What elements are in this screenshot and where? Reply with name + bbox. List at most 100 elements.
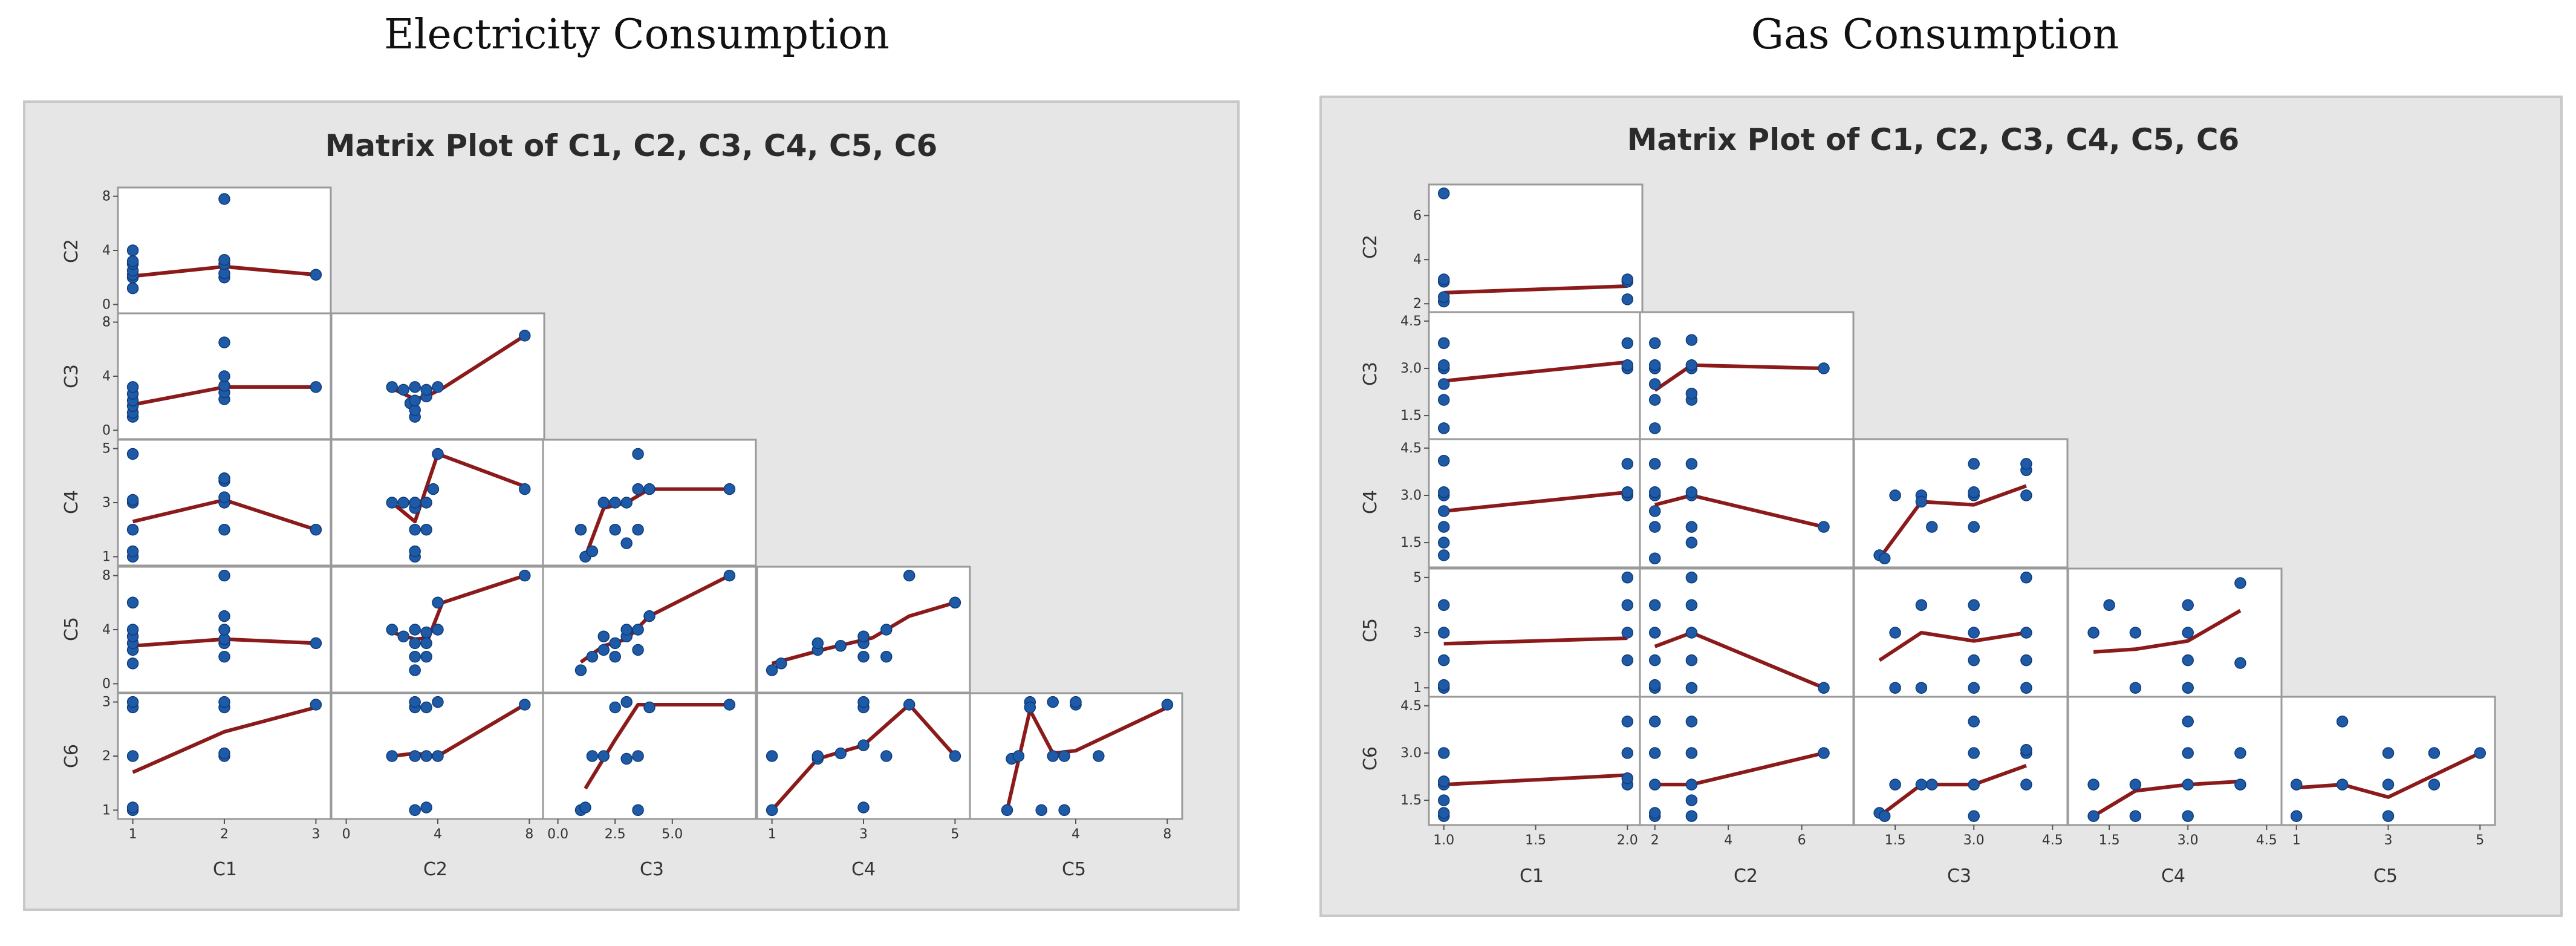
electricity-matrix-title: Matrix Plot of C1, C2, C3, C4, C5, C6 xyxy=(325,128,938,163)
data-point xyxy=(519,483,531,495)
data-point xyxy=(2020,572,2032,584)
gas-panel: Gas Consumption Matrix Plot of C1, C2, C… xyxy=(1319,11,2563,917)
data-point xyxy=(2020,682,2032,694)
data-point xyxy=(397,497,409,509)
y-tick-label: 4.5 xyxy=(1400,699,1422,714)
electricity-cell-r2-c0: 5 3 1 xyxy=(102,439,332,567)
data-point xyxy=(643,610,655,622)
y-tick-label: 0 xyxy=(102,676,111,691)
data-point xyxy=(1685,794,1698,806)
data-point xyxy=(409,664,421,676)
data-point xyxy=(2020,654,2032,667)
data-point xyxy=(1648,505,1661,517)
data-point xyxy=(2087,627,2100,639)
data-point xyxy=(857,739,870,751)
data-point xyxy=(1648,521,1661,533)
electricity-cell-r3-c1 xyxy=(330,566,545,694)
y-tick-label: 1.5 xyxy=(1400,793,1422,808)
data-point xyxy=(1648,394,1661,406)
data-point xyxy=(1968,521,1980,533)
data-point xyxy=(420,523,432,536)
electricity-row-label-c4: C4 xyxy=(61,490,82,514)
data-point xyxy=(1621,337,1634,350)
data-point xyxy=(1648,679,1661,691)
y-tick-label: 3.0 xyxy=(1400,361,1422,376)
data-point xyxy=(1437,654,1450,667)
data-point xyxy=(1621,627,1634,639)
data-point xyxy=(126,244,139,256)
y-tick-label: 3 xyxy=(1413,625,1422,641)
data-point xyxy=(2182,627,2194,639)
x-tick-label: 2.0 xyxy=(1617,833,1638,848)
data-point xyxy=(1001,804,1013,817)
data-point xyxy=(1437,521,1450,533)
gas-cell-r2-c2 xyxy=(1853,438,2069,569)
data-point xyxy=(574,664,587,676)
y-tick-label: 1 xyxy=(1413,680,1422,696)
data-point xyxy=(218,336,230,348)
data-point xyxy=(397,630,409,642)
data-point xyxy=(1437,378,1450,390)
y-tick-label: 5 xyxy=(1413,570,1422,586)
data-point xyxy=(432,381,444,393)
data-point xyxy=(2087,778,2100,791)
data-point xyxy=(409,523,421,536)
data-point xyxy=(2020,744,2032,756)
data-point xyxy=(1685,599,1698,612)
data-point xyxy=(903,699,916,711)
cell-frame xyxy=(330,439,545,567)
data-point xyxy=(2382,747,2395,759)
electricity-cell-r4-c0: 1 2 3 3 2 1 xyxy=(102,692,332,842)
data-point xyxy=(420,383,432,396)
x-tick-label: 1 xyxy=(2292,833,2301,848)
x-tick-label: 3.0 xyxy=(1963,833,1985,848)
data-point xyxy=(1648,337,1661,350)
y-tick-label: 2 xyxy=(102,749,111,764)
electricity-cell-r4-c2: 0.0 2.5 5.0 xyxy=(542,692,757,842)
electricity-row-label-c3: C3 xyxy=(61,364,82,388)
data-point xyxy=(1621,654,1634,667)
data-point xyxy=(218,610,230,622)
data-point xyxy=(1968,682,1980,694)
y-tick-label: 4 xyxy=(102,622,111,638)
data-point xyxy=(1437,188,1450,200)
y-tick-label: 1.5 xyxy=(1400,408,1422,423)
cell-frame xyxy=(1428,696,1644,826)
smoother-line xyxy=(1878,631,2027,662)
data-point xyxy=(1648,654,1661,667)
data-point xyxy=(2234,778,2246,791)
y-tick-label: 3.0 xyxy=(1400,746,1422,761)
smoother-line xyxy=(1878,763,2027,818)
data-point xyxy=(1685,458,1698,470)
data-point xyxy=(1437,794,1450,806)
data-point xyxy=(218,747,230,760)
data-point xyxy=(812,750,824,762)
data-point xyxy=(1685,521,1698,533)
data-point xyxy=(1685,747,1698,759)
data-point xyxy=(1968,778,1980,791)
data-point xyxy=(432,750,444,762)
x-tick-label: 0.0 xyxy=(547,827,568,842)
cell-frame xyxy=(1639,311,1855,442)
data-point xyxy=(420,650,432,663)
x-tick-label: 3 xyxy=(311,827,320,842)
data-point xyxy=(1621,458,1634,470)
cell-frame xyxy=(2067,567,2283,698)
data-point xyxy=(597,497,610,509)
data-point xyxy=(620,696,633,708)
data-point xyxy=(126,381,139,393)
x-tick-label: 2 xyxy=(220,827,229,842)
data-point xyxy=(2234,747,2246,759)
y-tick-label: 8 xyxy=(102,569,111,584)
cell-frame xyxy=(330,312,545,440)
smoother-line xyxy=(1878,484,2027,559)
gas-col-label-c4: C4 xyxy=(2161,866,2185,887)
electricity-cell-r2-c1 xyxy=(330,439,545,567)
x-tick-label: 8 xyxy=(1163,827,1171,842)
data-point xyxy=(420,497,432,509)
y-tick-label: 8 xyxy=(102,189,111,204)
data-point xyxy=(218,624,230,636)
data-point xyxy=(2290,810,2303,822)
data-point xyxy=(1047,750,1059,762)
